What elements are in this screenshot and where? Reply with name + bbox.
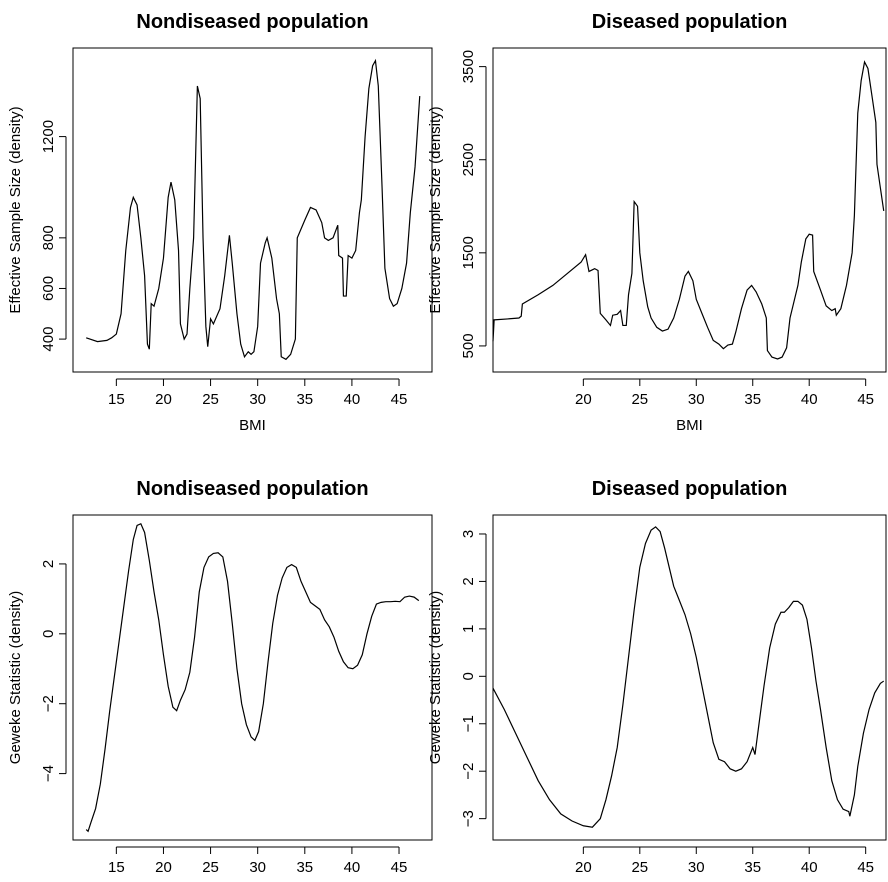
x-tick-label: 40 [344,391,361,408]
y-tick-label: −1 [460,715,477,732]
y-tick-label: 500 [460,333,477,358]
x-tick-label: 25 [202,391,219,408]
x-tick-label: 20 [575,859,592,876]
y-tick-label: 1200 [40,120,57,153]
y-axis-label: Geweke Statistic (density) [7,591,24,764]
chart-title: Nondiseased population [136,478,368,500]
x-tick-label: 20 [155,859,172,876]
x-tick-label: 35 [744,391,761,408]
y-tick-label: 2 [40,560,57,568]
y-tick-label: 1500 [460,236,477,269]
chart-title: Nondiseased population [136,11,368,33]
y-axis-label: Effective Sample Size (density) [427,106,444,313]
x-tick-label: 30 [249,859,266,876]
data-line [492,60,885,360]
x-tick-label: 35 [296,391,313,408]
x-tick-label: 45 [857,859,874,876]
x-tick-label: 45 [391,859,408,876]
y-axis-label: Effective Sample Size (density) [7,106,24,313]
y-tick-label: 2 [460,577,477,585]
x-tick-label: 20 [155,391,172,408]
x-axis-label: BMI [676,417,703,434]
data-line [492,526,885,828]
y-tick-label: 400 [40,327,57,352]
x-tick-label: 35 [296,859,313,876]
y-tick-label: 0 [460,672,477,680]
y-tick-label: −3 [460,810,477,827]
x-tick-label: 25 [631,859,648,876]
plot-box [72,47,433,373]
data-line [85,522,420,833]
chart-title: Diseased population [592,11,788,33]
plot-box [72,514,433,841]
x-tick-label: 45 [391,391,408,408]
y-tick-label: 0 [40,630,57,638]
chart-title: Diseased population [592,478,788,500]
x-tick-label: 25 [202,859,219,876]
y-tick-label: 3 [460,530,477,538]
x-tick-label: 30 [249,391,266,408]
plot-box [492,514,887,841]
y-tick-label: −4 [40,765,57,782]
data-line [85,58,421,361]
x-tick-label: 40 [801,391,818,408]
x-tick-label: 30 [688,391,705,408]
y-tick-label: −2 [460,763,477,780]
y-axis-label: Geweke Statistic (density) [427,591,444,764]
x-tick-label: 35 [744,859,761,876]
x-axis-label: BMI [239,417,266,434]
x-tick-label: 40 [801,859,818,876]
x-tick-label: 40 [344,859,361,876]
plot-box [492,47,887,373]
y-tick-label: 1 [460,625,477,633]
x-tick-label: 20 [575,391,592,408]
x-tick-label: 45 [857,391,874,408]
x-tick-label: 15 [108,859,125,876]
x-tick-label: 25 [631,391,648,408]
y-tick-label: 2500 [460,143,477,176]
y-tick-label: 800 [40,225,57,250]
y-tick-label: −2 [40,695,57,712]
x-tick-label: 30 [688,859,705,876]
y-tick-label: 600 [40,276,57,301]
x-tick-label: 15 [108,391,125,408]
y-tick-label: 3500 [460,50,477,83]
